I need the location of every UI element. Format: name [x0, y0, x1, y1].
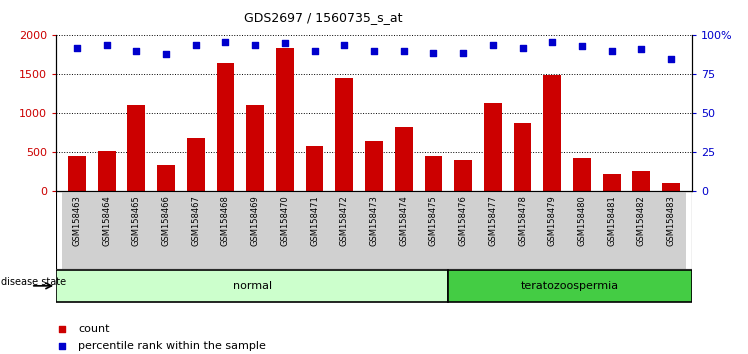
Point [309, 48, 321, 54]
Bar [359, 191, 389, 269]
Text: GSM158476: GSM158476 [459, 195, 468, 246]
Bar [157, 165, 175, 191]
Text: GDS2697 / 1560735_s_at: GDS2697 / 1560735_s_at [244, 11, 402, 24]
Bar [448, 191, 478, 269]
Bar [151, 191, 181, 269]
Bar [127, 105, 145, 191]
Text: GSM158483: GSM158483 [666, 195, 675, 246]
Text: GSM158468: GSM158468 [221, 195, 230, 246]
Bar [627, 191, 656, 269]
Bar [537, 191, 567, 269]
Point [427, 50, 439, 55]
Bar [62, 191, 92, 269]
Bar [365, 141, 383, 191]
Text: GSM158465: GSM158465 [132, 195, 141, 246]
Text: GSM158463: GSM158463 [73, 195, 82, 246]
Point [279, 40, 291, 46]
Bar [633, 171, 650, 191]
Point [368, 48, 380, 54]
Point [160, 51, 172, 57]
Bar [395, 126, 413, 191]
Bar [92, 191, 121, 269]
Text: GSM158477: GSM158477 [488, 195, 497, 246]
Bar [270, 191, 300, 269]
Point [487, 42, 499, 47]
Point [606, 48, 618, 54]
Bar [597, 191, 627, 269]
Point [398, 48, 410, 54]
Bar [425, 156, 442, 191]
Bar [389, 191, 419, 269]
Bar [187, 138, 205, 191]
Bar [573, 158, 591, 191]
Text: GSM158466: GSM158466 [162, 195, 171, 246]
Text: GSM158480: GSM158480 [577, 195, 586, 246]
Text: disease state: disease state [1, 277, 66, 287]
Bar [181, 191, 211, 269]
Bar [216, 63, 234, 191]
Text: GSM158470: GSM158470 [280, 195, 289, 246]
Point [517, 45, 529, 51]
Bar [448, 270, 692, 302]
Text: GSM158472: GSM158472 [340, 195, 349, 246]
Bar [300, 191, 329, 269]
Text: count: count [79, 324, 110, 333]
Text: GSM158478: GSM158478 [518, 195, 527, 246]
Bar [514, 122, 532, 191]
Bar [454, 160, 472, 191]
Bar [240, 191, 270, 269]
Point [576, 44, 588, 49]
Bar [478, 191, 508, 269]
Bar [656, 191, 686, 269]
Bar [603, 174, 621, 191]
Text: GSM158482: GSM158482 [637, 195, 646, 246]
Text: GSM158467: GSM158467 [191, 195, 200, 246]
Bar [276, 48, 294, 191]
Text: GSM158474: GSM158474 [399, 195, 408, 246]
Bar [419, 191, 448, 269]
Text: teratozoospermia: teratozoospermia [521, 281, 619, 291]
Point [665, 56, 677, 62]
Bar [306, 146, 323, 191]
Text: normal: normal [233, 281, 272, 291]
Bar [98, 152, 115, 191]
Bar [121, 191, 151, 269]
Bar [335, 78, 353, 191]
Point [56, 326, 69, 331]
Bar [567, 191, 597, 269]
Point [101, 42, 113, 47]
Text: GSM158479: GSM158479 [548, 195, 557, 246]
Text: GSM158471: GSM158471 [310, 195, 319, 246]
Bar [246, 105, 264, 191]
Point [130, 48, 142, 54]
Text: percentile rank within the sample: percentile rank within the sample [79, 341, 266, 351]
Bar [211, 191, 240, 269]
Text: GSM158473: GSM158473 [370, 195, 378, 246]
Bar [484, 103, 502, 191]
Point [635, 47, 647, 52]
Point [56, 343, 69, 349]
Point [338, 42, 350, 47]
Text: GSM158469: GSM158469 [251, 195, 260, 246]
Point [546, 39, 558, 45]
Point [190, 42, 202, 47]
Bar [662, 183, 680, 191]
Bar [329, 191, 359, 269]
Bar [508, 191, 537, 269]
Text: GSM158481: GSM158481 [607, 195, 616, 246]
Text: GSM158464: GSM158464 [102, 195, 111, 246]
Bar [68, 156, 86, 191]
Point [71, 45, 83, 51]
Text: GSM158475: GSM158475 [429, 195, 438, 246]
Point [249, 42, 261, 47]
Point [457, 50, 469, 55]
Bar [56, 270, 448, 302]
Bar [543, 75, 561, 191]
Point [219, 39, 231, 45]
